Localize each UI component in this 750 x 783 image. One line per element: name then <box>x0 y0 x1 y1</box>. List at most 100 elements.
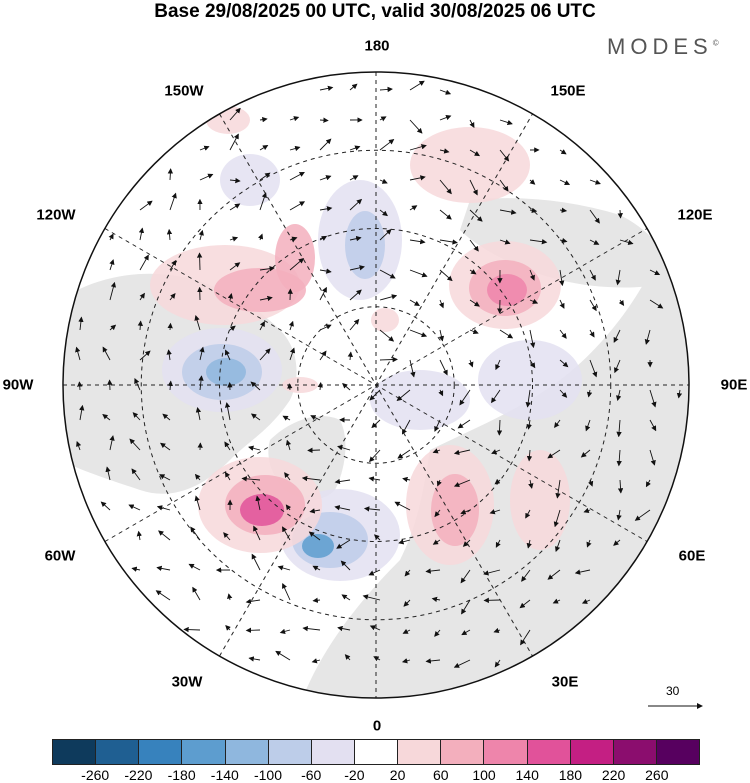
wind-arrow <box>349 175 359 181</box>
wind-arrow <box>131 566 141 572</box>
anomaly-contour <box>410 127 530 203</box>
graticule <box>63 72 689 698</box>
wind-arrow <box>547 449 561 459</box>
wind-arrow <box>312 597 321 603</box>
label-90w: 90W <box>2 376 34 394</box>
wind-arrow <box>285 439 292 451</box>
wind-arrow <box>160 442 171 451</box>
wind-arrow <box>409 119 423 134</box>
wind-arrow <box>649 419 657 432</box>
wind-arrow <box>102 346 111 361</box>
wind-arrow <box>409 175 426 181</box>
wind-arrow <box>302 625 321 632</box>
colorbar-bin <box>612 740 656 764</box>
wind-arrow <box>76 440 82 451</box>
label-0: 0 <box>372 717 382 735</box>
land-areas <box>63 198 689 698</box>
wind-arrow <box>169 259 177 271</box>
polar-map <box>62 71 703 709</box>
wind-arrow <box>109 324 117 331</box>
wind-arrow <box>225 624 231 631</box>
wind-arrow <box>373 656 381 662</box>
colorbar-bin <box>655 740 700 764</box>
wind-arrow <box>559 359 569 368</box>
wind-arrow <box>491 449 501 455</box>
wind-arrow <box>289 171 305 181</box>
wind-arrow <box>432 539 441 545</box>
wind-arrow <box>469 328 479 334</box>
wind-arrow <box>289 347 296 361</box>
wind-arrow <box>379 178 388 184</box>
wind-arrow <box>195 406 202 421</box>
land-east-siberia <box>460 198 680 288</box>
wind-arrow <box>349 318 360 331</box>
wind-arrow <box>554 419 561 429</box>
wind-arrow <box>309 508 321 514</box>
anomaly-contour <box>206 106 250 134</box>
wind-arrow <box>401 419 411 435</box>
wind-arrow <box>589 209 600 224</box>
wind-arrow <box>137 320 144 331</box>
wind-arrow <box>288 320 294 331</box>
wind-arrow <box>167 322 173 331</box>
label-180: 180 <box>364 37 390 55</box>
wind-arrow <box>499 179 509 192</box>
wind-arrow <box>379 209 388 217</box>
wind-arrow <box>342 383 351 391</box>
wind-arrow <box>403 599 411 607</box>
wind-arrow <box>334 505 351 511</box>
wind-arrow <box>229 133 239 151</box>
wind-arrow <box>158 530 171 541</box>
wind-arrow <box>439 239 458 245</box>
wind-arrow <box>139 200 153 211</box>
wind-arrow <box>162 413 171 421</box>
anomaly-contour <box>206 358 246 386</box>
wind-arrow <box>229 177 241 184</box>
anomaly-contour <box>487 274 527 306</box>
wind-arrow <box>334 478 351 485</box>
wind-arrow <box>362 594 381 601</box>
wind-arrow <box>188 563 201 571</box>
wind-arrow <box>319 286 327 301</box>
wind-arrow <box>319 175 332 181</box>
colorbar <box>52 739 700 765</box>
wind-arrow <box>409 144 427 151</box>
wind-arrow <box>285 504 292 511</box>
wind-arrow <box>649 389 657 408</box>
wind-arrow <box>194 315 201 331</box>
colorbar-bin <box>267 740 311 764</box>
wind-arrow <box>499 329 514 339</box>
colorbar-bin <box>353 740 398 764</box>
wind-arrow <box>398 539 411 545</box>
wind-arrow <box>469 269 477 275</box>
wind-arrow <box>289 236 298 242</box>
wind-arrow <box>409 238 426 245</box>
wind-arrow <box>586 389 593 398</box>
wind-arrow <box>287 383 293 391</box>
wind-arrow <box>131 468 141 481</box>
wind-arrow <box>457 419 471 429</box>
wind-arrow <box>199 346 205 361</box>
wind-arrow <box>581 598 591 604</box>
wind-arrow <box>379 86 393 93</box>
wind-arrow <box>198 375 204 391</box>
wind-arrow <box>583 507 591 514</box>
wind-arrow <box>409 299 420 306</box>
wind-arrow <box>525 389 531 408</box>
wind-arrow <box>307 447 321 454</box>
wind-arrow <box>499 119 513 126</box>
wind-arrow <box>489 509 501 515</box>
wind-arrow <box>349 145 361 151</box>
wind-arrow <box>402 628 411 634</box>
wind-arrow <box>75 346 81 361</box>
wind-arrow <box>493 627 501 634</box>
wind-arrow <box>224 349 231 361</box>
wind-arrow <box>432 448 441 454</box>
wind-arrow <box>368 476 381 482</box>
wind-arrow <box>279 628 291 634</box>
wind-arrow <box>192 586 201 601</box>
wind-arrow <box>521 569 531 582</box>
wind-arrow <box>499 209 517 215</box>
wind-arrow <box>453 659 471 668</box>
wind-arrow <box>559 329 567 339</box>
